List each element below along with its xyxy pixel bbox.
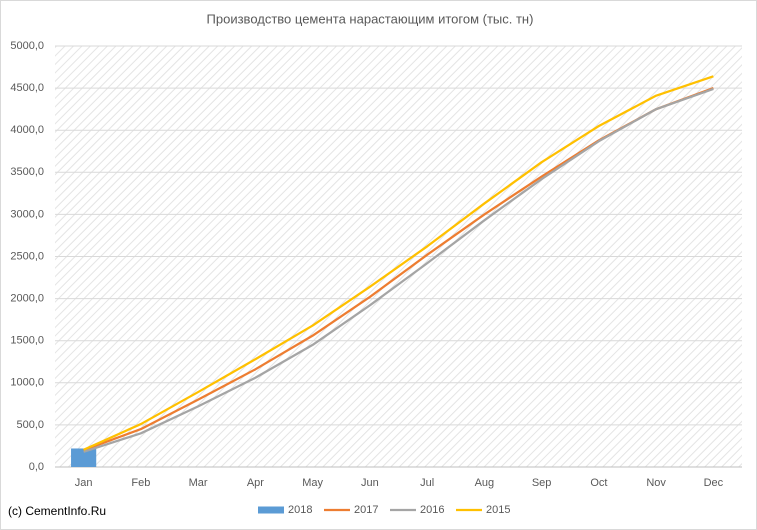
x-tick-label: Nov — [646, 477, 666, 489]
legend-swatch — [258, 506, 284, 514]
y-tick-label: 0,0 — [29, 461, 44, 473]
x-tick-label: Feb — [131, 477, 150, 489]
x-tick-label: Apr — [247, 477, 264, 489]
y-tick-label: 4500,0 — [10, 82, 44, 94]
y-tick-label: 4000,0 — [10, 124, 44, 136]
y-tick-label: 1500,0 — [10, 335, 44, 347]
y-tick-label: 1000,0 — [10, 377, 44, 389]
x-tick-label: Sep — [532, 477, 552, 489]
line-series — [83, 75, 714, 451]
y-tick-label: 3000,0 — [10, 208, 44, 220]
y-tick-label: 2500,0 — [10, 250, 44, 262]
legend-label: 2015 — [486, 504, 510, 516]
legend-label: 2017 — [354, 504, 378, 516]
x-tick-label: May — [302, 477, 323, 489]
legend-label: 2018 — [288, 504, 312, 516]
legend-label: 2016 — [420, 504, 444, 516]
line-series — [83, 87, 714, 453]
x-tick-label: Oct — [590, 477, 607, 489]
bar — [71, 448, 97, 467]
source: (c) CementInfo.Ru — [8, 504, 106, 518]
x-tick-label: Jan — [75, 477, 93, 489]
chart-title: Производство цемента нарастающим итогом … — [207, 11, 534, 26]
y-tick-label: 500,0 — [16, 419, 44, 431]
x-tick-label: Dec — [704, 477, 724, 489]
y-tick-label: 2000,0 — [10, 293, 44, 305]
x-tick-label: Mar — [189, 477, 208, 489]
x-tick-label: Jun — [361, 477, 379, 489]
x-tick-label: Jul — [420, 477, 434, 489]
y-tick-label: 3500,0 — [10, 166, 44, 178]
x-tick-label: Aug — [475, 477, 495, 489]
y-tick-label: 5000,0 — [10, 40, 44, 52]
